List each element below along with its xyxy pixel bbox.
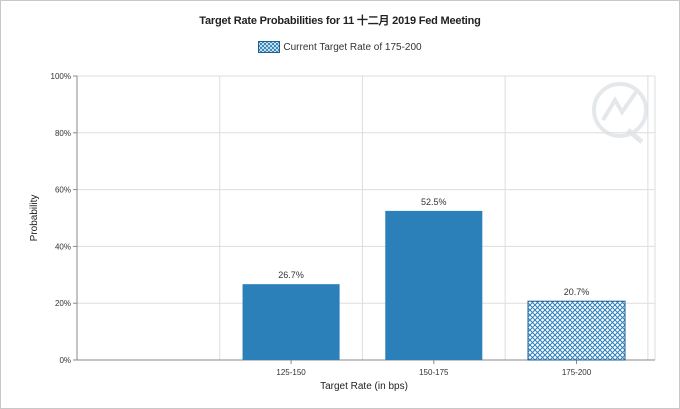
legend-label: Current Target Rate of 175-200 (283, 41, 422, 53)
bar-175-200 (527, 300, 626, 361)
y-tick-label: 20% (55, 299, 71, 308)
legend: Current Target Rate of 175-200 (0, 41, 680, 53)
y-tick-label: 100% (51, 72, 71, 81)
chart-title: Target Rate Probabilities for 11 十二月 201… (199, 15, 481, 27)
x-tick-label: 150-175 (419, 368, 449, 377)
bar-data-label: 52.5% (421, 197, 447, 207)
watermark-logo-icon (592, 82, 648, 144)
bar-data-label: 26.7% (278, 270, 304, 280)
y-tick-label: 40% (55, 242, 71, 251)
x-axis-title: Target Rate (in bps) (320, 381, 408, 392)
y-axis-title: Probability (29, 195, 40, 242)
legend-swatch (258, 41, 281, 53)
bar-data-label: 20.7% (564, 287, 590, 297)
y-tick-label: 60% (55, 186, 71, 195)
y-tick-label: 0% (59, 356, 71, 365)
x-tick-label: 175-200 (562, 368, 592, 377)
x-tick-label: 125-150 (276, 368, 306, 377)
bar-125-150 (242, 284, 340, 360)
bar-150-175 (385, 210, 483, 360)
y-tick-label: 80% (55, 129, 71, 138)
